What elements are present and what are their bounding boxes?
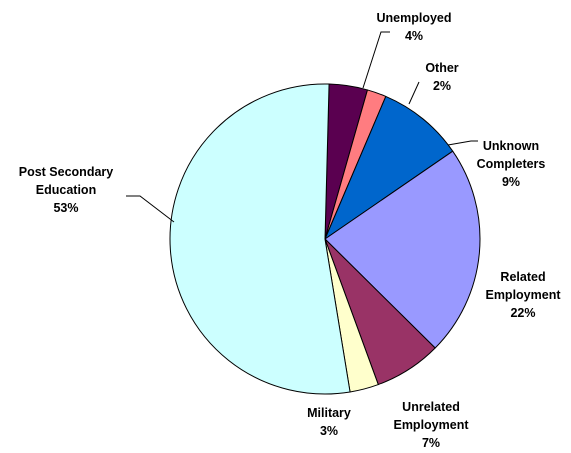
slice-name-label: Education [36,183,96,197]
slice-name-label: Unknown [483,139,539,153]
slice-name-label: Completers [477,157,546,171]
slice-percent-label: 53% [53,201,78,215]
slice-label-post-secondary-education: Post Secondary Education 53% [19,165,114,215]
slice-name-label: Employment [393,418,469,432]
slice-percent-label: 22% [510,306,535,320]
pie-slice-related-employment [324,150,481,349]
slice-label-unknown-completers: Unknown Completers 9% [477,139,546,189]
slice-name-label: Unemployed [376,11,451,25]
slice-name-label: Related [500,270,545,284]
leader-line-unemployed [362,31,390,89]
leader-line-post-secondary-education [126,195,175,223]
slice-percent-label: 3% [320,424,338,438]
slice-percent-label: 2% [433,79,451,93]
slice-percent-label: 9% [502,175,520,189]
slice-label-unrelated-employment: Unrelated Employment 7% [393,400,469,450]
leader-line-unknown-completers [447,140,478,146]
leader-lines [126,31,478,223]
slice-name-label: Post Secondary [19,165,114,179]
slice-labels: Unemployed 4% Other 2% Unknown Completers 9% Re… [19,11,562,450]
slice-label-military: Military 3% [307,406,351,438]
slice-name-label: Employment [485,288,561,302]
slice-percent-label: 4% [405,29,423,43]
slice-name-label: Other [425,61,458,75]
slice-name-label: Unrelated [402,400,460,414]
slice-name-label: Military [307,406,351,420]
pie-slice-post-secondary-education [169,83,351,395]
slice-label-related-employment: Related Employment 22% [485,270,561,320]
slice-label-other: Other 2% [425,61,458,93]
pie-slices [169,83,481,395]
leader-line-other [408,81,420,105]
pie-slice-unknown-completers [324,95,454,240]
slice-label-unemployed: Unemployed 4% [376,11,451,43]
slice-percent-label: 7% [422,436,440,450]
